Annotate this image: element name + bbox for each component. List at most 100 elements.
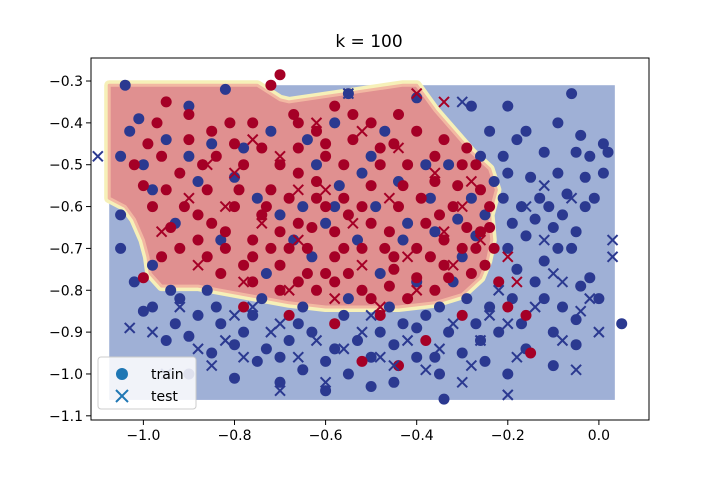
train-point-class-0 [479,355,491,367]
train-point-class-0 [183,100,195,112]
train-point-class-1 [247,117,259,129]
train-point-class-1 [320,201,332,213]
test-point-class-0 [206,359,218,372]
train-point-class-0 [520,125,532,137]
train-point-class-1 [192,209,204,221]
train-point-class-1 [160,184,172,196]
train-point-class-1 [411,272,423,284]
train-point-class-1 [147,201,158,213]
test-point-class-0 [574,305,587,317]
train-point-class-1 [210,150,222,162]
train-point-class-1 [456,309,468,321]
test-point-class-1 [456,200,468,213]
train-point-class-0 [552,242,564,254]
train-point-class-0 [215,234,227,246]
train-point-class-1 [274,284,286,296]
train-point-class-0 [511,263,523,275]
train-point-class-0 [538,255,550,267]
train-point-class-1 [229,201,240,213]
y-tick-label: −0.3 [49,74,83,90]
train-point-class-1 [156,150,168,162]
train-point-class-0 [557,209,568,221]
test-point-class-0 [338,343,350,355]
train-point-class-0 [147,259,158,271]
train-point-class-0 [274,209,286,221]
test-point-class-0 [174,301,186,313]
train-point-class-0 [465,100,477,112]
train-point-class-0 [383,301,395,313]
train-point-class-1 [374,159,386,171]
test-point-class-1 [310,117,323,129]
test-point-class-1 [192,259,204,271]
train-point-class-0 [160,134,172,146]
train-point-class-0 [506,217,518,229]
test-point-class-0 [447,318,459,330]
train-point-class-1 [484,201,496,213]
test-point-class-1 [429,167,441,179]
test-point-class-1 [283,284,295,296]
train-point-class-1 [393,201,404,213]
test-point-class-0 [342,87,355,100]
train-point-class-0 [210,301,222,313]
train-point-class-1 [525,347,537,359]
train-point-class-1 [274,226,286,238]
train-point-class-0 [484,125,496,137]
train-point-class-1 [338,242,350,254]
train-point-class-1 [292,142,304,154]
train-point-class-1 [484,222,496,233]
train-point-class-0 [251,192,263,204]
x-tick-label: −1.0 [126,428,160,444]
train-point-class-0 [256,293,268,305]
y-tick-label: −0.8 [49,283,83,299]
train-point-class-1 [174,242,186,254]
x-tick-label: −0.4 [400,428,434,444]
train-point-class-1 [461,142,473,154]
train-point-class-0 [570,226,582,238]
train-point-class-0 [566,88,578,100]
train-point-class-1 [383,280,395,292]
train-point-class-0 [274,376,286,388]
train-point-class-0 [493,326,505,338]
train-point-class-0 [247,309,259,321]
train-point-class-0 [443,159,455,171]
legend-box [97,356,197,410]
test-point-class-0 [456,376,468,389]
test-point-class-0 [433,343,446,355]
test-point-class-1 [401,251,414,263]
train-point-class-1 [356,242,368,254]
train-point-class-0 [183,330,195,342]
test-point-class-0 [310,334,323,347]
legend-train-label: train [151,367,184,383]
test-point-class-1 [219,200,232,213]
train-point-class-0 [352,234,363,246]
train-point-class-0 [374,268,386,279]
train-point-class-0 [411,351,423,363]
train-point-class-0 [365,150,377,162]
train-point-class-1 [283,242,295,254]
train-point-class-1 [329,226,341,238]
test-point-class-0 [606,234,619,246]
test-point-class-1 [383,192,396,204]
train-point-class-1 [347,134,359,146]
test-point-class-1 [438,225,450,238]
train-point-class-0 [201,284,213,296]
test-point-class-0 [483,309,496,322]
test-point-class-0 [511,351,523,363]
train-point-class-1 [265,184,277,196]
train-point-class-1 [502,301,514,313]
train-point-class-1 [224,117,236,129]
train-point-class-1 [452,180,464,192]
train-point-class-0 [329,117,341,129]
test-point-class-0 [319,376,332,389]
x-tick-label: 0.0 [588,428,610,444]
test-point-class-0 [265,326,277,338]
train-point-class-1 [434,209,445,221]
test-point-class-0 [92,150,104,163]
train-point-class-1 [265,79,277,91]
train-point-class-1 [301,242,313,254]
test-point-class-0 [502,318,514,330]
train-point-class-1 [238,259,250,271]
train-point-class-1 [283,192,295,204]
train-point-class-1 [429,284,441,296]
